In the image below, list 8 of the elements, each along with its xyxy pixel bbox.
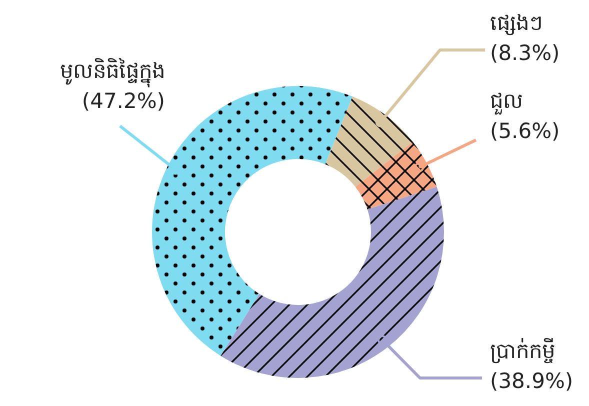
data-label: (47.2%) [82, 89, 165, 113]
slice-label: ជួល [490, 89, 523, 115]
slice-label: ផ្សេងៗ [490, 11, 543, 36]
data-label: (38.9%) [490, 369, 574, 393]
data-label: (8.3%) [490, 41, 560, 65]
data-label: (5.6%) [490, 119, 560, 143]
slice-label: មូលនិធិផ្ទៃក្នុង [60, 58, 165, 88]
slice-label: ប្រាក់កម្ចី [490, 338, 555, 364]
